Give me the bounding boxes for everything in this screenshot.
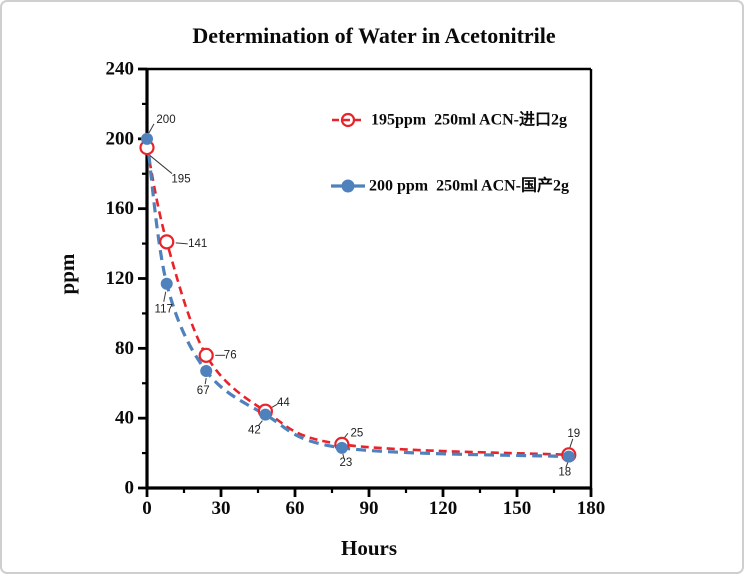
label-leader-line [569, 438, 574, 448]
y-tick-label: 240 [106, 59, 135, 80]
point-labels: 195 141 76 44 25 19 200 117 67 42 23 18 [139, 114, 580, 479]
y-tick-label: 200 [106, 128, 135, 149]
data-point-label: 67 [197, 385, 210, 397]
label-leader-line [148, 123, 155, 134]
data-point-label: 76 [224, 349, 237, 361]
data-point-filled [141, 132, 153, 145]
label-leader-line [163, 291, 167, 302]
y-tick-label: 120 [106, 268, 135, 289]
label-leader-line [175, 242, 188, 245]
x-tick-label: 30 [212, 498, 231, 519]
x-tick-label: 90 [360, 498, 379, 519]
y-tick-label: 40 [115, 408, 134, 429]
legend-marker-imported [340, 112, 356, 128]
data-point-label: 18 [558, 467, 571, 479]
x-tick-label: 150 [503, 498, 532, 519]
data-point-label: 25 [350, 427, 363, 439]
chart-title: Determination of Water in Acetonitrile [192, 23, 556, 48]
data-point-filled [259, 408, 272, 421]
series-line-1 [145, 138, 569, 459]
legend-label-imported: 195ppm 250ml ACN-进口2g [371, 111, 567, 129]
x-axis-title: Hours [341, 536, 397, 560]
label-leader-line [342, 453, 345, 458]
y-tick-label: 0 [125, 478, 135, 499]
data-point-label: 23 [339, 457, 352, 469]
data-point-filled [160, 277, 173, 290]
data-point-label: 117 [155, 304, 173, 316]
legend: 195ppm 250ml ACN-进口2g 200 ppm 250ml ACN-… [331, 111, 569, 195]
data-point-label: 141 [188, 238, 207, 250]
data-point-filled [200, 365, 213, 378]
label-leader-line [258, 420, 263, 426]
data-point-open [159, 234, 175, 250]
data-point-filled [335, 441, 348, 454]
y-tick-label: 80 [115, 338, 134, 359]
data-point-label: 19 [567, 428, 580, 440]
y-tick-label: 160 [106, 198, 135, 219]
label-leader-line [204, 377, 207, 385]
x-tick-label: 60 [286, 498, 305, 519]
x-tick-label: 180 [577, 498, 606, 519]
axes: 0 30 60 90 120 150 180 0 40 80 120 160 200 240 [106, 59, 606, 520]
data-point-filled [562, 450, 575, 463]
x-tick-label: 0 [142, 498, 152, 519]
y-axis-title: ppm [55, 253, 79, 294]
legend-label-domestic: 200 ppm 250ml ACN-国产2g [369, 176, 569, 195]
data-point-label: 42 [248, 425, 261, 437]
x-tick-label: 120 [429, 498, 458, 519]
data-point-label: 195 [171, 174, 190, 186]
label-leader-line [149, 155, 173, 174]
label-leader-line [565, 462, 569, 468]
data-point-label: 44 [277, 397, 290, 409]
data-point-label: 200 [156, 114, 175, 126]
legend-marker-domestic [341, 179, 355, 193]
data-point-open [198, 347, 214, 363]
